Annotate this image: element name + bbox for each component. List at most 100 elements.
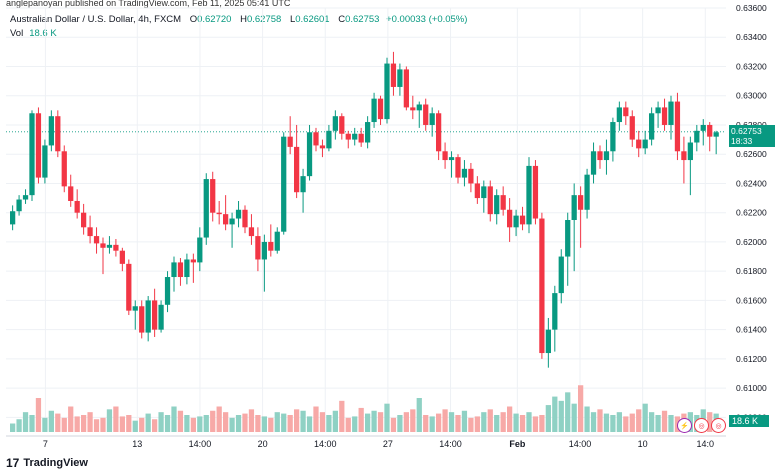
- candle-body: [48, 116, 54, 146]
- volume-bar: [661, 410, 668, 432]
- volume-bar: [261, 416, 267, 432]
- volume-bar: [190, 417, 196, 432]
- candle-body: [597, 151, 603, 161]
- symbol-name: Australian Dollar / U.S. Dollar, 4h, FXC…: [10, 14, 182, 25]
- volume-bar: [345, 417, 351, 432]
- x-tick-label: 20: [258, 439, 268, 449]
- candle-body: [616, 107, 622, 123]
- candle-body: [694, 130, 700, 143]
- volume-bar: [410, 409, 416, 432]
- volume-bar: [558, 400, 564, 432]
- volume-bar: [22, 412, 29, 432]
- volume-bar: [416, 398, 422, 432]
- volume-bar: [384, 403, 390, 432]
- volume-bar: [42, 417, 48, 432]
- volume-bar: [584, 406, 590, 432]
- candle-body: [474, 183, 480, 199]
- volume-bar: [526, 412, 532, 432]
- candle-body: [384, 63, 390, 120]
- volume-bar: [590, 412, 597, 432]
- volume-bar: [100, 417, 106, 432]
- volume-bar: [436, 413, 442, 432]
- candle-body: [707, 124, 713, 137]
- high-value: 0.62758: [246, 14, 282, 25]
- volume-bar: [68, 406, 74, 432]
- volume-bar: [184, 415, 190, 432]
- volume-bar: [287, 415, 293, 432]
- volume-bar: [565, 392, 571, 432]
- y-tick-label: 0.62200: [736, 208, 767, 218]
- candle-body: [261, 241, 267, 260]
- volume-bar: [468, 417, 474, 432]
- volume-bar: [164, 415, 171, 432]
- volume-bar: [145, 413, 151, 432]
- volume-bar: [158, 412, 164, 432]
- volume-value: 18.6 K: [29, 28, 57, 39]
- candle-body: [681, 151, 687, 161]
- candle-body: [235, 209, 242, 219]
- y-tick-label: 0.63600: [736, 3, 767, 13]
- volume-bar: [519, 415, 526, 432]
- candle-body: [532, 165, 539, 219]
- candle-body: [526, 165, 532, 225]
- open-value: 0.62720: [197, 14, 232, 25]
- candle-body: [42, 145, 48, 178]
- candle-body: [571, 195, 577, 220]
- candle-body: [507, 209, 513, 228]
- candle-body: [210, 179, 216, 213]
- y-tick-label: 0.63000: [736, 91, 767, 101]
- open-label: O: [189, 14, 198, 25]
- volume-bar: [313, 406, 319, 432]
- candle-body: [603, 151, 610, 161]
- event-badges[interactable]: ⚡ ◎ ◎: [677, 418, 726, 433]
- y-tick-label: 0.63400: [736, 32, 767, 42]
- volume-bar: [494, 415, 500, 432]
- volume-bar: [377, 412, 384, 432]
- volume-bar: [294, 409, 300, 432]
- candle-body: [500, 195, 506, 210]
- volume-bar: [35, 398, 42, 432]
- volume-bar: [10, 423, 16, 432]
- low-label: L: [289, 14, 296, 25]
- volume-bar: [610, 415, 616, 432]
- x-tick-label: 14:00: [189, 439, 212, 449]
- volume-legend: Vol 18.6 K: [10, 28, 57, 39]
- volume-bar: [248, 409, 255, 432]
- volume-bar: [255, 415, 261, 432]
- volume-bar: [461, 410, 468, 432]
- candle-body: [494, 195, 500, 215]
- volume-bar: [74, 416, 80, 432]
- candle-body: [461, 168, 468, 178]
- y-tick-label: 0.61000: [736, 383, 767, 393]
- event-badge-icon[interactable]: ◎: [711, 418, 726, 433]
- candle-body: [358, 133, 364, 143]
- volume-label: Vol: [10, 28, 24, 39]
- volume-bar: [48, 410, 54, 432]
- y-tick-label: 0.62600: [736, 149, 767, 159]
- event-badge-icon[interactable]: ⚡: [677, 418, 692, 433]
- volume-bar: [319, 412, 326, 432]
- candle-body: [113, 244, 119, 251]
- volume-bar: [235, 415, 242, 432]
- volume-bar: [507, 406, 513, 432]
- candle-body: [429, 113, 435, 125]
- volume-bar: [487, 409, 493, 432]
- volume-bar: [578, 385, 584, 432]
- candle-body: [610, 122, 616, 152]
- candle-body: [655, 107, 661, 114]
- volume-bar: [126, 415, 132, 432]
- candle-body: [365, 122, 371, 143]
- volume-bar: [152, 419, 158, 432]
- volume-bar: [106, 409, 113, 432]
- volume-bar: [229, 417, 235, 432]
- volume-bar: [481, 412, 487, 432]
- event-badge-icon[interactable]: ◎: [694, 418, 709, 433]
- volume-bar: [274, 412, 280, 432]
- candle-body: [171, 262, 177, 278]
- volume-bar: [300, 410, 306, 432]
- volume-bar: [119, 416, 125, 432]
- candle-body: [326, 130, 332, 149]
- volume-bar: [358, 407, 364, 432]
- x-tick-label: 14:00: [439, 439, 462, 449]
